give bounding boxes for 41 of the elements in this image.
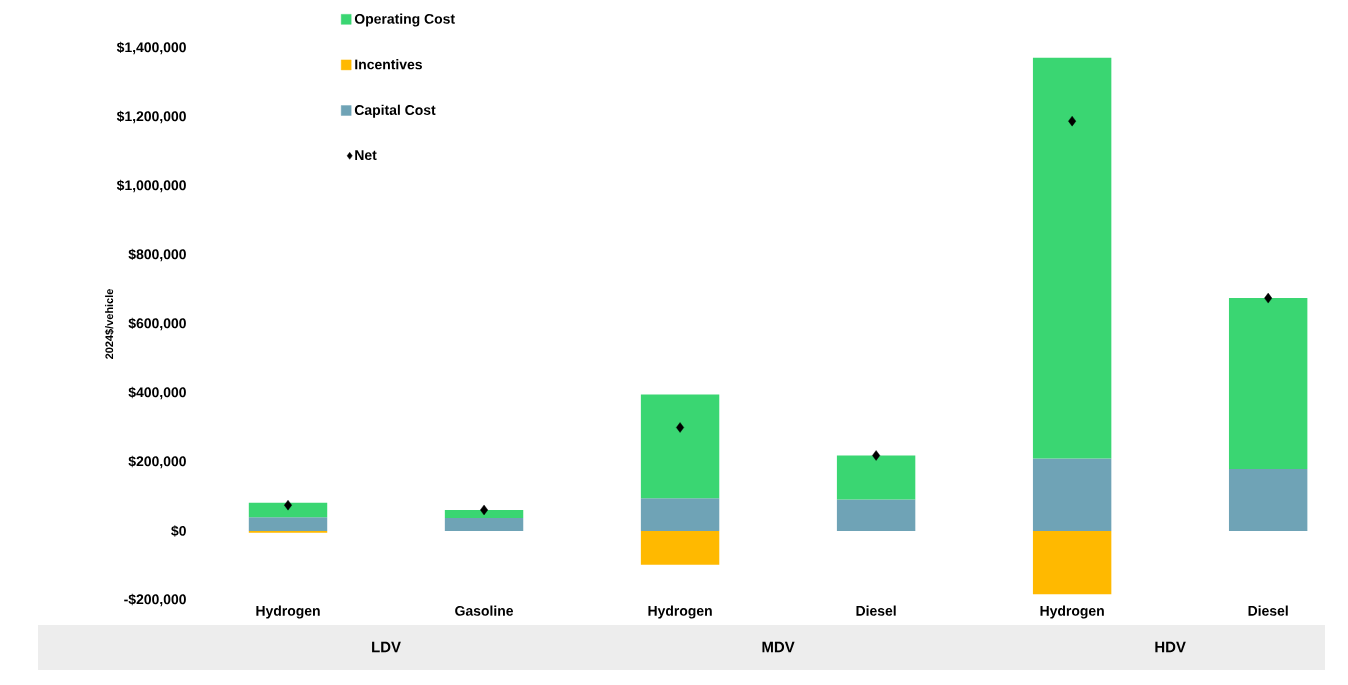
bar (248, 502, 328, 518)
x-tick-label: Diesel (1248, 605, 1288, 616)
bar (640, 531, 720, 565)
point (1068, 115, 1077, 127)
bar (1032, 57, 1112, 459)
point (676, 422, 685, 433)
bar (836, 455, 916, 500)
bar (444, 509, 524, 518)
legend-label: Net (355, 150, 377, 161)
bar (1228, 298, 1308, 469)
y-tick-label: $200,000 (128, 455, 186, 469)
y-tick-label: $600,000 (128, 317, 186, 331)
legend-label: Capital Cost (354, 104, 436, 118)
y-tick-label: -$200,000 (124, 593, 186, 607)
text: HDV (1155, 641, 1186, 653)
y-tick-label: $1,200,000 (116, 110, 186, 124)
bar (248, 517, 328, 531)
legend-label: Incentives (355, 59, 422, 70)
bar (640, 394, 720, 499)
x-tick-label: Hydrogen (1040, 605, 1104, 619)
y-tick-label: $400,000 (128, 386, 186, 400)
text: MDV (762, 641, 795, 653)
y-tick-label: $800,000 (128, 248, 186, 262)
bar (1228, 468, 1308, 531)
y-tick-label: $0 (171, 525, 186, 537)
y-tick-label: $1,000,000 (116, 179, 186, 193)
x-tick-label: Hydrogen (648, 605, 712, 619)
bar (1032, 458, 1112, 531)
x-tick-label: Hydrogen (256, 605, 320, 619)
bar (836, 499, 916, 531)
y-tick-label: $1,400,000 (116, 41, 186, 55)
text: LDV (372, 641, 401, 653)
legend-label: Operating Cost (354, 13, 455, 27)
bar (640, 498, 720, 531)
x-tick-label: Diesel (856, 605, 896, 616)
point (872, 450, 881, 461)
bar (1032, 531, 1112, 595)
bar (444, 517, 524, 531)
y-axis-title: 2024$/vehicle (104, 289, 114, 359)
point (1264, 292, 1273, 304)
x-tick-label: Gasoline (455, 605, 514, 616)
